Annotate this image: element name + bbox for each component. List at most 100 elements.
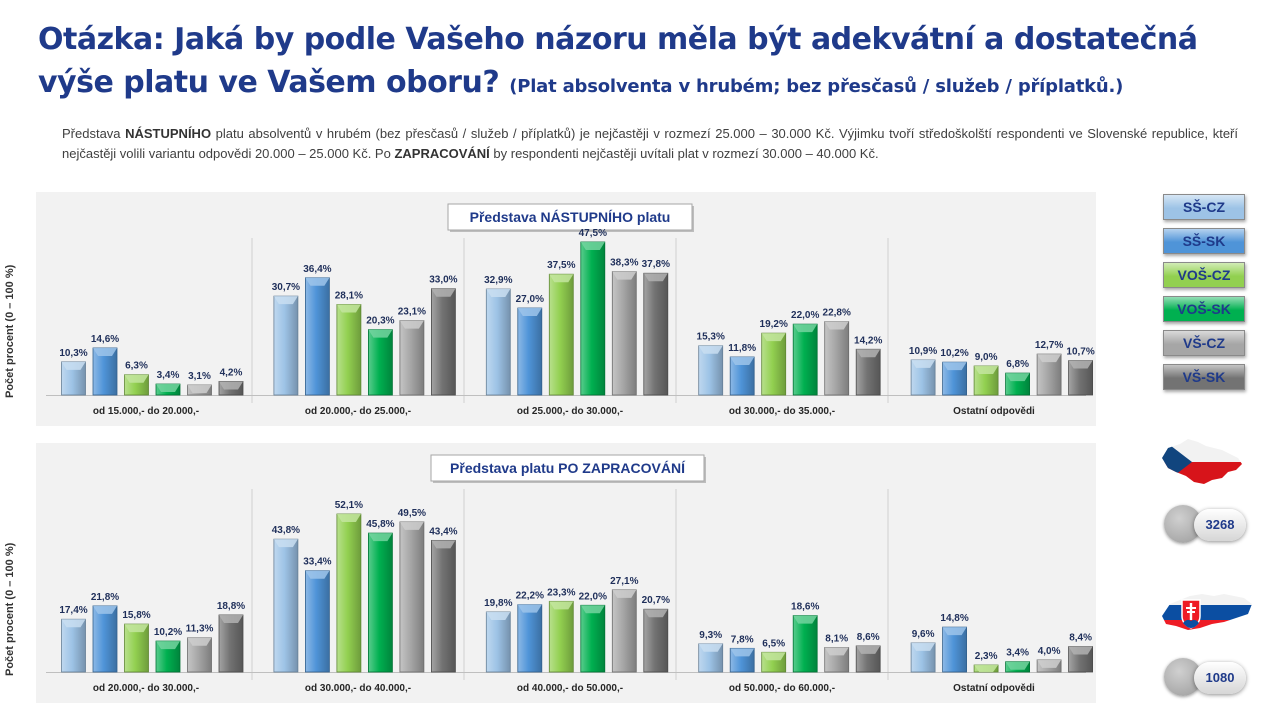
data-label: 43,4% [429,526,457,537]
bar-cap-vš-sk [856,645,881,654]
bar-cap-sš-cz [698,643,723,652]
bar-sš-cz [485,288,511,396]
bar-cap-voš-sk [1005,661,1030,670]
bar-cap-sš-sk [517,308,542,317]
category-label: Ostatní odpovědi [953,406,1035,417]
data-label: 52,1% [335,500,363,511]
bar-sš-sk [517,604,543,673]
data-label: 4,0% [1038,646,1061,657]
bar-sš-sk [304,570,330,673]
data-label: 8,6% [857,632,880,643]
bar-cap-vš-sk [856,349,881,358]
data-label: 37,8% [642,259,670,270]
bar-sš-cz [273,295,299,396]
bar-sš-cz [485,611,511,673]
title-note: (Plat absolventa v hrubém; bez přesčasů … [509,76,1124,97]
category-label: od 30.000,- do 40.000,- [305,683,411,694]
bar-cap-vš-sk [431,540,456,549]
bar-vš-sk [218,614,244,673]
chart-title-box [430,454,705,482]
bar-cap-vš-cz [612,589,637,598]
bar-cap-sš-cz [698,345,723,354]
legend-item-sš-sk: SŠ-SK [1163,228,1245,254]
description-bold-1: NÁSTUPNÍHO [125,126,212,141]
data-label: 32,9% [484,275,512,286]
category-label: od 40.000,- do 50.000,- [517,683,623,694]
bar-vš-cz [399,521,425,673]
data-label: 20,3% [366,316,394,327]
bar-cap-voš-sk [580,242,605,250]
bar-cap-vš-cz [824,321,849,330]
data-label: 28,1% [335,290,363,301]
data-label: 15,8% [122,610,150,621]
bar-sš-cz [698,345,724,396]
bar-cap-vš-sk [219,614,243,623]
data-label: 12,7% [1035,340,1063,351]
bar-cap-sš-sk [93,605,117,614]
bar-vš-cz [399,320,425,396]
data-label: 9,0% [975,352,998,363]
data-label: 6,8% [1006,359,1029,370]
category-label: od 15.000,- do 20.000,- [93,406,199,417]
description-bold-2: ZAPRACOVÁNÍ [394,146,490,161]
data-label: 20,7% [642,595,670,606]
bar-sš-sk [517,307,543,396]
bar-voš-cz [548,273,574,396]
data-label: 33,0% [429,275,457,286]
data-label: 45,8% [366,519,394,530]
data-label: 38,3% [610,258,638,269]
bar-cap-voš-sk [368,329,393,338]
bar-cap-vš-cz [399,320,424,329]
data-label: 10,2% [940,348,968,359]
legend-item-voš-sk: VOŠ-SK [1163,296,1245,322]
data-label: 43,8% [272,525,300,536]
category-label: od 50.000,- do 60.000,- [729,683,835,694]
data-label: 23,3% [547,587,575,598]
bar-cap-vš-cz [824,647,849,656]
description: Představa NÁSTUPNÍHO platu absolventů v … [62,124,1238,164]
data-label: 19,8% [484,598,512,609]
bar-chart-1: Představa NÁSTUPNÍHO platu 10,3% 14,6% 6,3%… [46,203,1095,417]
bar-vš-sk [643,608,669,673]
bar-cap-sš-sk [942,627,967,636]
bar-cap-voš-sk [793,324,818,333]
bar-cap-vš-sk [431,288,456,297]
data-label: 49,5% [398,508,426,519]
bar-cap-voš-cz [336,304,361,313]
category-label: od 30.000,- do 35.000,- [729,406,835,417]
legend-item-vš-sk: VŠ-SK [1163,364,1245,390]
bar-vš-sk [430,288,456,396]
bar-cap-vš-cz [1037,354,1062,363]
data-label: 23,1% [398,307,426,318]
bar-cap-voš-cz [336,514,361,522]
data-label: 21,8% [91,592,119,603]
bar-cap-vš-cz [612,271,637,280]
title-line-2: výše platu ve Vašem oboru? [38,65,500,100]
bar-cap-sš-sk [730,648,755,657]
bar-cap-vš-cz [1037,659,1062,668]
data-label: 15,3% [697,332,725,343]
chart-panel-nastupni: Představa NÁSTUPNÍHO platu 10,3% 14,6% 6,3%… [36,192,1096,426]
bar-chart-2: Představa platu PO ZAPRACOVÁNÍ 17,4% 21,8%… [46,454,1093,694]
page-title: Otázka: Jaká by podle Vašeho názoru měla… [38,18,1238,108]
data-label: 10,7% [1066,347,1094,358]
czech-flag-map-icon [1162,439,1242,484]
chart-title-box [447,203,693,231]
description-text-3: by respondenti nejčastěji uvítali plat v… [489,146,879,161]
bar-sš-cz [273,538,299,673]
data-label: 36,4% [303,264,331,275]
bar-cap-sš-cz [273,539,298,548]
bar-cap-voš-sk [156,641,180,650]
bar-cap-vš-cz [187,637,212,646]
data-label: 6,3% [125,361,148,372]
data-label: 30,7% [272,282,300,293]
count-badge-sk: 1080 [1164,658,1254,700]
category-label: Ostatní odpovědi [953,683,1035,694]
bar-cap-vš-sk [219,381,243,390]
legend-item-sš-cz: SŠ-CZ [1163,194,1245,220]
bar-vš-cz [611,589,637,673]
bar-cap-voš-cz [124,374,149,383]
data-label: 3,4% [157,370,180,381]
data-label: 10,2% [154,627,182,638]
data-label: 27,0% [516,294,544,305]
